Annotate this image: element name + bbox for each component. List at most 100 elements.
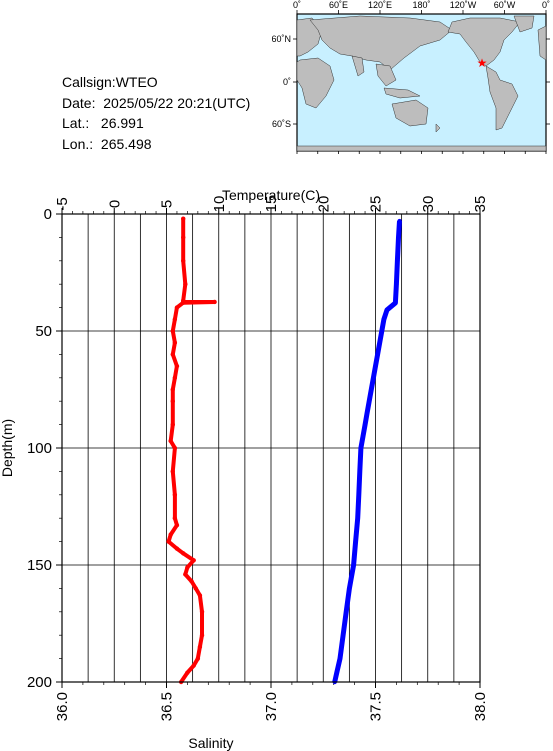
lon-row: Lon.: 265.498 [62,134,250,155]
temperature-tick-label: 30 [420,196,437,213]
salinity-point [191,663,196,668]
salinity-point [199,633,205,638]
temperature-point [375,352,380,357]
date-row: Date: 2025/05/22 20:21(UTC) [62,93,250,114]
salinity-point [199,609,205,614]
salinity-line [166,218,217,684]
temperature-point [356,492,361,497]
map-latitude-label: 60˚S [272,119,291,129]
depth-tick-label: 50 [35,323,52,340]
location-map: ★ 0˚ 60˚E 120˚E 180˚ 120˚W 60˚W 0˚ 60˚N 0˚ 60˚S [0,0,553,200]
temperature-point [377,340,382,345]
temperature-point [384,307,390,313]
salinity-series [166,216,217,685]
salinity-point [174,305,180,310]
salinity-point [172,317,178,322]
salinity-point [193,586,198,591]
temperature-tick-label: 0 [106,200,123,208]
temperature-tick-label: 15 [263,196,280,213]
salinity-point [172,340,178,345]
temperature-point [367,399,372,404]
salinity-point [174,546,180,551]
temperature-tick-label: 10 [211,196,228,213]
temperature-point [355,516,360,521]
map-latitude-label: 0˚ [283,77,291,87]
salinity-point [197,593,203,598]
temperature-point [396,235,401,240]
salinity-axis-label: Salinity [188,735,233,751]
temperature-point [337,656,343,661]
map-latitude-labels: 60˚N 0˚ 60˚S [271,34,291,129]
salinity-tick-label: 36.0 [54,692,71,721]
temperature-point [393,300,398,306]
map-longitude-label: 120˚W [450,0,477,10]
temperature-point [334,670,340,675]
salinity-point [172,375,178,380]
temperature-point [371,375,376,380]
salinity-point [166,539,171,544]
temperature-point [381,317,387,322]
temperature-point [344,609,349,614]
star-icon: ★ [477,56,488,70]
temperature-point [394,282,399,287]
depth-tick-label: 200 [27,674,52,691]
lat-value: 26.991 [100,115,144,131]
date-value: 2025/05/22 20:21(UTC) [103,94,251,111]
salinity-point [212,299,217,305]
chart-series [166,216,402,685]
map-longitude-label: 180˚ [412,0,430,10]
temperature-point [340,633,346,638]
depth-tick-labels: 0 50 100 150 200 [27,206,52,691]
temperature-tick-label: 25 [368,196,385,213]
salinity-point [181,300,186,305]
map-longitude-label: 0˚ [293,0,301,10]
temperature-point [373,363,378,369]
salinity-point [181,235,186,240]
lon-value: 265.498 [100,135,152,152]
temperature-point [357,469,363,474]
salinity-point [172,516,178,521]
salinity-point [197,644,203,650]
map-latitude-label: 60˚N [271,34,291,44]
chart-frame [61,213,481,683]
temperature-tick-label: 35 [472,196,489,213]
salinity-point [170,387,175,392]
map-longitude-label: 0˚ [542,0,550,10]
map-ticks [293,10,550,154]
salinity-point [181,551,186,556]
depth-tick-label: 150 [27,557,52,574]
salinity-point [168,532,173,537]
temperature-point [369,387,374,392]
salinity-point [172,445,178,451]
salinity-point [185,565,190,570]
lat-label: Lat.: [62,115,90,131]
salinity-point [168,438,173,444]
depth-axis-label: Depth(m) [0,419,15,477]
temperature-point [379,328,384,334]
salinity-point [195,656,201,661]
temperature-point [395,258,400,263]
temperature-tick-label: -5 [54,197,71,210]
temperature-point [349,574,354,579]
salinity-tick-label: 37.0 [263,692,280,721]
map-longitude-label: 120˚E [368,0,392,10]
date-label: Date: [62,94,96,111]
temperature-point [347,586,352,591]
salinity-point [170,328,175,334]
salinity-point [174,523,180,528]
salinity-point [170,469,175,474]
salinity-point [170,352,175,357]
salinity-point [172,492,178,497]
temperature-point [358,445,364,451]
salinity-point [189,579,194,584]
salinity-point [185,670,190,675]
station-info: Callsign:WTEO Date: 2025/05/22 20:21(UTC… [62,72,250,154]
depth-tick-label: 100 [27,440,52,457]
salinity-point [191,558,196,563]
temperature-axis-label: Temperature(C) [222,187,320,203]
map-land [296,15,547,152]
salinity-point [174,363,180,369]
temperature-point [397,218,402,224]
depth-tick-label: 0 [44,206,52,223]
lat-row: Lat.: 26.991 [62,113,250,134]
